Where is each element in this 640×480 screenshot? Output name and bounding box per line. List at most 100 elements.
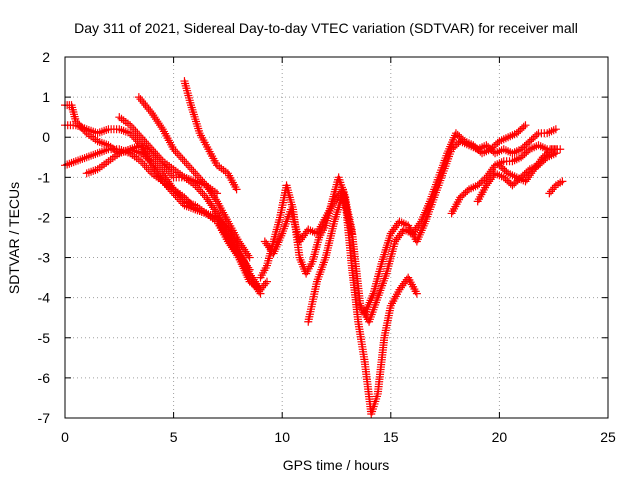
data-point-marker [486, 167, 495, 176]
data-point-marker [241, 259, 250, 268]
series-7 [180, 77, 241, 194]
data-point-marker [245, 265, 254, 274]
data-point-marker [161, 173, 170, 182]
data-point-marker [389, 225, 398, 234]
data-point-marker [546, 187, 555, 196]
data-point-marker [144, 165, 153, 174]
data-point-marker [156, 121, 165, 130]
data-point-marker [533, 161, 542, 170]
data-point-marker [140, 161, 149, 170]
data-point-marker [211, 207, 220, 216]
series-15 [545, 177, 567, 198]
data-point-marker [80, 127, 89, 136]
data-point-marker [391, 223, 400, 232]
data-point-marker [75, 121, 84, 130]
data-point-marker [198, 177, 207, 186]
data-point-marker [133, 137, 142, 146]
data-point-marker [210, 205, 219, 214]
data-point-marker [165, 179, 174, 188]
data-point-marker [392, 235, 401, 244]
data-point-marker [295, 237, 304, 246]
data-point-marker [524, 173, 533, 182]
data-point-marker [151, 149, 160, 158]
data-point-marker [156, 155, 165, 164]
data-point-marker [149, 147, 158, 156]
data-point-marker [157, 123, 166, 132]
data-point-marker [167, 171, 176, 180]
data-point-marker [528, 167, 537, 176]
data-point-marker [548, 185, 557, 194]
data-point-marker [408, 229, 417, 238]
x-tick-label: 10 [274, 429, 290, 445]
data-point-marker [396, 229, 405, 238]
data-point-marker [412, 223, 421, 232]
series-6 [134, 93, 254, 262]
data-point-marker [184, 161, 193, 170]
data-point-marker [154, 119, 163, 128]
y-tick-label: -5 [38, 330, 51, 346]
data-point-marker [144, 105, 153, 114]
data-point-marker [129, 133, 138, 142]
data-point-marker [522, 175, 531, 184]
data-point-marker [488, 165, 497, 174]
data-point-marker [256, 285, 265, 294]
data-point-marker [242, 261, 251, 270]
series-14 [495, 145, 565, 186]
data-point-marker [71, 117, 80, 126]
data-point-marker [169, 185, 178, 194]
x-axis-label: GPS time / hours [283, 457, 390, 473]
data-point-marker [138, 97, 147, 106]
x-tick-label: 5 [170, 429, 178, 445]
data-point-marker [153, 117, 162, 126]
data-point-marker [178, 155, 187, 164]
data-point-marker [301, 229, 310, 238]
data-point-marker [241, 247, 250, 256]
data-point-marker [412, 289, 421, 298]
data-point-marker [531, 163, 540, 172]
data-point-marker [77, 123, 86, 132]
data-point-marker [486, 175, 495, 184]
plot-frame [64, 56, 609, 419]
data-point-marker [138, 135, 147, 144]
data-point-marker [156, 167, 165, 176]
data-point-marker [133, 129, 142, 138]
data-point-marker [165, 169, 174, 178]
data-point-marker [527, 169, 536, 178]
data-point-marker [392, 221, 401, 230]
y-tick-label: -2 [38, 209, 51, 225]
data-point-marker [265, 243, 274, 252]
data-point-marker [240, 245, 249, 254]
data-point-marker [245, 253, 254, 262]
data-point-marker [394, 233, 403, 242]
data-point-marker [532, 130, 541, 139]
data-point-marker [144, 141, 153, 150]
data-point-marker [146, 107, 155, 116]
data-point-marker [135, 131, 144, 140]
data-point-marker [297, 235, 306, 244]
data-point-marker [204, 197, 213, 206]
series-11 [360, 125, 560, 318]
data-point-marker [483, 179, 492, 188]
y-tick-label: -7 [38, 410, 51, 426]
y-tick-label: -3 [38, 250, 51, 266]
data-point-marker [137, 133, 146, 142]
series-12 [447, 141, 560, 218]
data-point-marker [129, 125, 138, 134]
data-point-marker [255, 287, 264, 296]
data-point-marker [153, 163, 162, 172]
data-point-marker [206, 187, 215, 196]
data-point-marker [551, 149, 560, 158]
data-point-marker [203, 195, 212, 204]
data-point-marker [396, 283, 405, 292]
data-point-marker [556, 145, 565, 154]
data-point-marker [164, 177, 173, 186]
data-point-marker [187, 165, 196, 174]
data-point-marker [244, 251, 253, 260]
data-point-marker [185, 163, 194, 172]
data-point-marker [126, 121, 135, 130]
x-tick-label: 0 [61, 429, 69, 445]
data-point-marker [388, 227, 397, 236]
data-point-marker [330, 197, 339, 206]
data-point-marker [550, 183, 559, 192]
